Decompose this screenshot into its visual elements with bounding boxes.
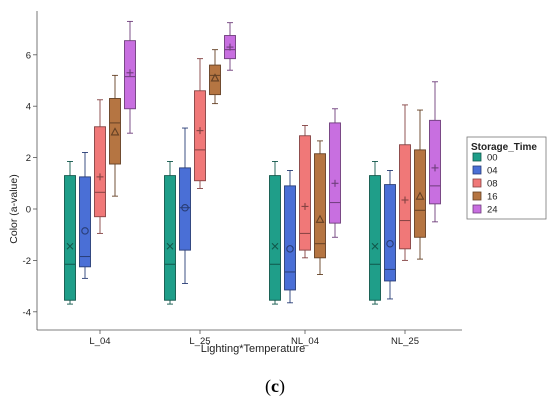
legend-swatch-04 — [472, 165, 482, 175]
mean-marker — [271, 242, 279, 250]
box-04-NL_25 — [384, 169, 396, 300]
caption-open: ( — [265, 376, 271, 396]
legend-label-04: 04 — [487, 166, 498, 177]
box-16-L_25 — [209, 49, 221, 105]
legend-label-24: 24 — [487, 205, 498, 216]
mean-marker — [166, 242, 174, 250]
y-tick-label: 6 — [26, 50, 31, 61]
box-00-NL_04 — [269, 161, 281, 305]
box-04-NL_04 — [284, 169, 296, 304]
y-tick-label: -4 — [23, 307, 31, 318]
box-24-NL_25 — [429, 81, 441, 223]
box-body — [109, 98, 121, 165]
legend-swatch-08 — [472, 178, 482, 188]
box-body — [284, 185, 296, 291]
y-axis-label: Color (a-value) — [8, 174, 20, 243]
box-24-NL_04 — [329, 108, 341, 238]
x-tick-label: L_04 — [89, 336, 110, 347]
mean-marker — [371, 242, 379, 250]
box-body — [299, 135, 311, 251]
mean-marker — [210, 73, 220, 82]
box-08-NL_25 — [399, 104, 411, 261]
mean-marker — [110, 127, 120, 136]
legend-swatch-24 — [472, 204, 482, 214]
box-body — [164, 175, 176, 301]
box-body — [194, 90, 206, 182]
caption-letter: c — [271, 376, 279, 396]
x-axis: L_04 L_25 NL_04 NL_25 — [37, 329, 462, 347]
legend-label-08: 08 — [487, 179, 498, 190]
box-body — [269, 175, 281, 301]
box-body — [429, 119, 441, 205]
box-16-NL_25 — [414, 109, 426, 260]
box-body — [179, 167, 191, 251]
plot-area — [64, 20, 441, 305]
box-04-L_25 — [179, 127, 191, 284]
box-body — [94, 126, 106, 218]
box-body — [79, 176, 91, 268]
y-axis: -4 -2 0 2 4 6 — [23, 11, 38, 330]
box-00-NL_25 — [369, 161, 381, 305]
y-tick-label: 4 — [26, 102, 31, 113]
y-tick-label: 2 — [26, 153, 31, 164]
box-body — [369, 175, 381, 301]
x-tick-label: NL_04 — [291, 336, 319, 347]
figure-caption: (c) — [0, 376, 550, 397]
mean-marker — [181, 203, 189, 212]
box-16-NL_04 — [314, 140, 326, 275]
box-08-NL_04 — [299, 125, 311, 259]
mean-marker — [315, 214, 325, 223]
mean-marker — [81, 227, 89, 235]
box-08-L_25 — [194, 58, 206, 189]
mean-marker — [66, 242, 74, 250]
box-00-L_25 — [164, 161, 176, 305]
box-08-L_04 — [94, 99, 106, 234]
x-tick-label: NL_25 — [391, 336, 419, 347]
caption-close: ) — [279, 376, 285, 396]
box-body — [384, 184, 396, 282]
y-tick-label: 0 — [26, 205, 31, 216]
box-00-L_04 — [64, 161, 76, 305]
legend-swatch-16 — [472, 191, 482, 201]
box-body — [314, 153, 326, 259]
box-body — [64, 175, 76, 301]
legend-swatch-00 — [472, 152, 482, 162]
box-24-L_25 — [224, 22, 236, 71]
legend-label-16: 16 — [487, 192, 498, 203]
mean-marker — [286, 245, 294, 253]
box-body — [329, 122, 341, 224]
legend-label-00: 00 — [487, 153, 498, 164]
box-body — [209, 64, 221, 96]
legend: Storage_Time 00 04 08 16 24 — [466, 136, 547, 220]
box-04-L_04 — [79, 152, 91, 279]
x-axis-label: Lighting*Temperature — [201, 343, 306, 355]
mean-marker — [386, 239, 394, 248]
x-tick-label: L_25 — [189, 336, 210, 347]
box-24-L_04 — [124, 20, 136, 134]
mean-marker — [415, 191, 425, 200]
y-tick-label: -2 — [23, 256, 31, 267]
legend-title: Storage_Time — [471, 142, 537, 153]
box-16-L_04 — [109, 74, 121, 197]
